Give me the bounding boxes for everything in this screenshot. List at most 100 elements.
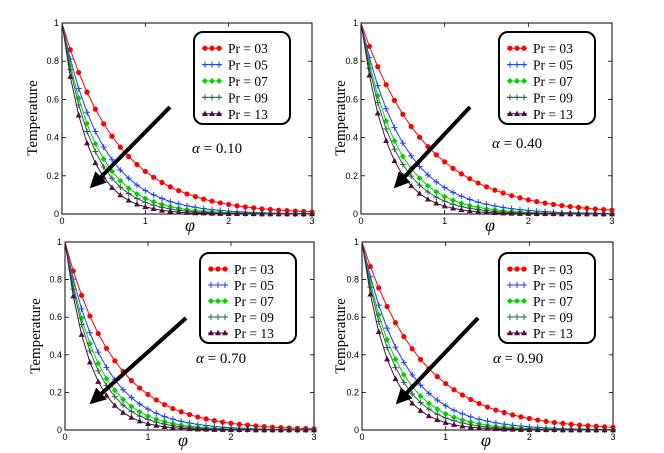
data-point (434, 406, 441, 413)
data-point (159, 179, 165, 186)
y-tick-label: 1 (354, 237, 359, 247)
data-point (150, 191, 157, 198)
data-point (392, 344, 399, 351)
legend-label: Pr = 13 (234, 326, 274, 341)
data-point (383, 82, 389, 88)
data-point (424, 189, 431, 196)
data-point (392, 364, 399, 371)
y-tick-label: 0 (354, 425, 359, 435)
trend-arrow (395, 316, 480, 405)
data-point (76, 69, 82, 76)
data-point (518, 414, 524, 420)
data-point (128, 403, 135, 410)
y-tick-label: 0 (54, 209, 59, 219)
data-point (392, 375, 399, 382)
data-point (384, 344, 391, 351)
data-point (400, 371, 407, 378)
data-point (103, 375, 110, 382)
data-point (476, 424, 483, 431)
y-tick-label: 0 (57, 425, 62, 435)
data-point (366, 43, 372, 49)
data-point (128, 394, 135, 401)
data-point (400, 359, 407, 366)
data-point (79, 292, 85, 298)
data-point (425, 400, 432, 407)
data-point (433, 178, 440, 185)
legend-label: Pr = 05 (228, 58, 268, 73)
data-point (425, 406, 432, 413)
data-point (178, 425, 185, 431)
data-point (424, 196, 431, 202)
data-point (459, 410, 466, 417)
data-point (95, 378, 102, 384)
data-point (417, 356, 424, 363)
alpha-annotation: α = 0.90 (493, 351, 543, 367)
alpha-value: = 0.10 (200, 141, 242, 157)
data-point (242, 204, 248, 210)
y-tick-label: 0.4 (46, 133, 59, 143)
data-point (84, 109, 90, 116)
legend-label: Pr = 13 (228, 107, 268, 122)
legend-label: Pr = 13 (533, 107, 573, 122)
data-point (600, 210, 607, 217)
y-tick-label: 0.6 (346, 312, 359, 322)
data-point (201, 196, 207, 202)
x-axis-title: φ (185, 215, 195, 235)
data-point (425, 390, 432, 397)
data-point (416, 182, 423, 189)
data-point (100, 156, 107, 163)
data-point (142, 203, 149, 210)
data-point (244, 426, 251, 433)
data-point (217, 210, 224, 216)
data-point (367, 291, 374, 297)
data-point (484, 404, 491, 410)
data-point (383, 117, 390, 124)
data-point (134, 190, 140, 197)
data-point (568, 421, 574, 427)
data-point (576, 422, 583, 428)
data-point (120, 396, 127, 403)
data-point (111, 387, 118, 394)
data-point (375, 328, 382, 335)
data-point (483, 209, 490, 215)
legend-box (498, 31, 596, 125)
data-point (383, 126, 390, 133)
data-point (203, 426, 210, 432)
data-point (391, 157, 398, 164)
data-point (609, 207, 615, 213)
data-point (84, 139, 90, 146)
data-point (220, 419, 226, 425)
data-point (300, 210, 307, 217)
data-point (425, 412, 432, 419)
x-tick-label: 2 (228, 432, 233, 442)
data-point (517, 426, 524, 432)
data-point (70, 292, 77, 299)
data-point (294, 426, 301, 433)
data-point (383, 137, 390, 144)
data-point (493, 407, 499, 413)
data-point (161, 413, 168, 420)
data-point (391, 146, 398, 153)
data-point (125, 190, 132, 197)
data-point (433, 152, 439, 158)
data-point (286, 426, 293, 433)
y-tick-label: 0.8 (49, 275, 62, 285)
data-point (525, 197, 531, 203)
data-point (534, 426, 541, 433)
data-point (153, 397, 159, 403)
legend-label: Pr = 05 (234, 278, 274, 293)
y-tick-label: 0.6 (46, 94, 59, 104)
alpha-annotation: α = 0.10 (192, 141, 242, 157)
data-point (459, 392, 465, 398)
data-point (458, 206, 465, 212)
x-tick-label: 3 (609, 216, 614, 226)
data-point (601, 426, 608, 433)
data-point (416, 134, 423, 140)
data-point (550, 210, 557, 217)
data-point (543, 426, 550, 433)
data-point (609, 210, 615, 217)
data-point (109, 156, 115, 163)
data-point (87, 313, 93, 319)
